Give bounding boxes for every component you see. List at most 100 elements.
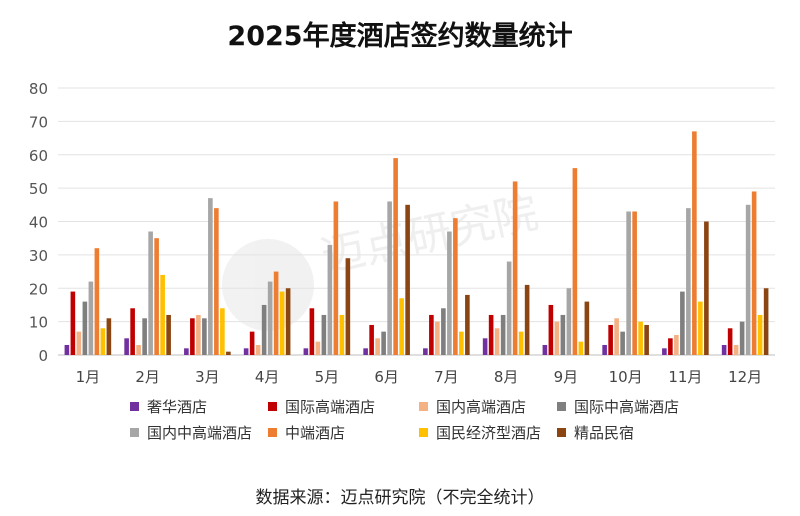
bar — [662, 348, 667, 355]
legend-label: 国内中高端酒店 — [147, 424, 253, 442]
bar — [441, 308, 446, 355]
legend-swatch — [130, 428, 139, 437]
bar — [763, 288, 769, 355]
bar — [321, 314, 327, 355]
bar — [572, 168, 578, 355]
bar — [698, 301, 703, 355]
bar — [154, 238, 159, 355]
y-tick-label: 0 — [38, 347, 48, 365]
bar — [363, 348, 368, 355]
bar — [614, 318, 619, 355]
bar — [608, 324, 613, 355]
bar — [303, 348, 309, 355]
bar — [76, 331, 82, 355]
bar — [273, 271, 279, 355]
bar — [94, 248, 100, 355]
bar — [64, 344, 70, 355]
bar — [267, 281, 273, 355]
bar — [279, 291, 285, 355]
bar — [560, 314, 566, 355]
bar — [196, 314, 201, 355]
chart-title: 2025年度酒店签约数量统计 — [227, 21, 573, 52]
legend-label: 国民经济型酒店 — [436, 424, 542, 442]
bar — [721, 344, 727, 355]
bar — [602, 344, 607, 355]
bar — [578, 341, 584, 355]
legend-swatch — [419, 428, 428, 437]
y-tick-label: 50 — [29, 180, 48, 198]
bar — [327, 244, 333, 355]
legend-swatch — [268, 428, 277, 437]
bar — [727, 328, 733, 355]
bar — [751, 191, 757, 355]
y-tick-label: 20 — [29, 280, 48, 298]
bar — [423, 348, 428, 355]
y-tick-label: 10 — [29, 314, 48, 332]
legend-item: 国际中高端酒店 — [557, 396, 679, 417]
y-tick-label: 30 — [29, 247, 48, 265]
bar — [638, 321, 643, 355]
bar — [405, 204, 410, 355]
bar — [243, 348, 249, 355]
bar — [160, 274, 165, 355]
bar — [261, 304, 267, 355]
bar — [704, 221, 709, 355]
bar — [184, 348, 189, 355]
x-tick-label: 9月 — [554, 368, 579, 386]
x-tick-label: 6月 — [374, 368, 399, 386]
bar — [130, 308, 135, 355]
bar — [739, 321, 745, 355]
x-tick-label: 11月 — [668, 368, 702, 386]
bar — [453, 218, 458, 355]
bar — [142, 318, 147, 355]
bar — [375, 338, 380, 355]
bar — [106, 318, 112, 355]
x-tick-label: 4月 — [255, 368, 280, 386]
bar — [488, 314, 494, 355]
bar — [136, 344, 141, 355]
legend-swatch — [419, 402, 428, 411]
bar — [309, 308, 315, 355]
bar — [554, 321, 560, 355]
bar — [429, 314, 434, 355]
legend-item: 精品民宿 — [557, 422, 634, 443]
bar — [494, 328, 500, 355]
legend-swatch — [130, 402, 139, 411]
data-source: 数据来源：迈点研究院（不完全统计） — [255, 488, 545, 508]
bar — [208, 198, 213, 355]
bar — [387, 201, 392, 355]
legend-swatch — [557, 402, 566, 411]
legend-label: 国际中高端酒店 — [574, 398, 680, 416]
bars — [64, 131, 769, 355]
bar — [333, 201, 339, 355]
legend-label: 国际高端酒店 — [285, 398, 376, 416]
bar — [482, 338, 488, 355]
bar — [249, 331, 255, 355]
legend-item: 国内高端酒店 — [419, 396, 526, 417]
bar — [506, 261, 512, 355]
legend-swatch — [268, 402, 277, 411]
bar — [632, 211, 637, 355]
bar — [620, 331, 625, 355]
bar — [100, 328, 106, 355]
grid-lines — [58, 87, 775, 356]
bar — [345, 258, 351, 355]
bar — [435, 321, 440, 355]
legend-label: 国内高端酒店 — [436, 398, 527, 416]
legend-item: 国内中高端酒店 — [130, 422, 252, 443]
legend-item: 奢华酒店 — [130, 396, 207, 417]
x-tick-label: 10月 — [609, 368, 643, 386]
bar — [220, 308, 225, 355]
legend-label: 奢华酒店 — [147, 398, 208, 416]
legend-swatch — [557, 428, 566, 437]
legend-label: 精品民宿 — [574, 424, 635, 442]
x-tick-label: 3月 — [195, 368, 220, 386]
bar — [644, 324, 649, 355]
y-axis: 0 10 20 30 40 50 60 70 80 — [29, 80, 48, 365]
bar — [339, 314, 345, 355]
legend-label: 中端酒店 — [285, 424, 346, 442]
y-tick-label: 60 — [29, 147, 48, 165]
bar — [692, 131, 697, 355]
bar — [447, 231, 452, 355]
